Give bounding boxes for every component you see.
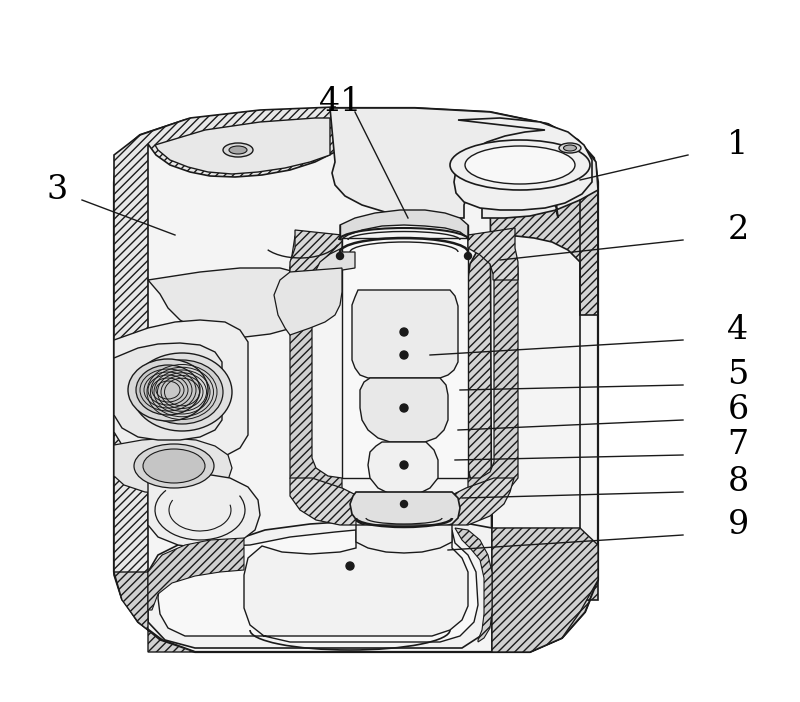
Polygon shape: [468, 120, 598, 652]
Polygon shape: [158, 530, 478, 642]
Polygon shape: [340, 210, 468, 240]
Ellipse shape: [136, 365, 200, 415]
Ellipse shape: [132, 353, 232, 431]
Text: 6: 6: [727, 394, 749, 426]
Polygon shape: [452, 478, 514, 525]
Text: 1: 1: [727, 129, 749, 161]
Ellipse shape: [134, 444, 214, 488]
Ellipse shape: [563, 145, 577, 151]
Polygon shape: [368, 442, 438, 496]
Polygon shape: [455, 528, 492, 642]
Polygon shape: [155, 118, 330, 174]
Text: 3: 3: [46, 174, 68, 206]
Polygon shape: [492, 528, 598, 652]
Polygon shape: [342, 238, 468, 478]
Polygon shape: [352, 290, 458, 378]
Polygon shape: [356, 525, 452, 553]
Circle shape: [465, 253, 471, 260]
Circle shape: [346, 562, 354, 570]
Polygon shape: [330, 108, 598, 218]
Polygon shape: [468, 235, 518, 498]
Ellipse shape: [141, 360, 223, 424]
Ellipse shape: [229, 146, 247, 154]
Text: 7: 7: [727, 429, 749, 461]
Polygon shape: [114, 107, 335, 600]
Text: 2: 2: [727, 214, 749, 246]
Polygon shape: [290, 234, 355, 272]
Ellipse shape: [143, 449, 205, 483]
Polygon shape: [114, 572, 195, 652]
Circle shape: [401, 501, 407, 508]
Text: 4: 4: [727, 314, 749, 346]
Text: 8: 8: [727, 466, 749, 498]
Polygon shape: [148, 474, 260, 548]
Polygon shape: [290, 478, 356, 525]
Polygon shape: [148, 538, 244, 610]
Polygon shape: [114, 438, 232, 494]
Ellipse shape: [465, 146, 575, 184]
Polygon shape: [274, 268, 342, 335]
Polygon shape: [148, 521, 492, 648]
Ellipse shape: [450, 140, 590, 190]
Text: 9: 9: [727, 509, 749, 541]
Polygon shape: [290, 230, 342, 280]
Circle shape: [400, 404, 408, 412]
Polygon shape: [360, 378, 448, 442]
Polygon shape: [290, 235, 342, 498]
Polygon shape: [114, 108, 598, 652]
Circle shape: [400, 351, 408, 359]
Text: 41: 41: [319, 86, 361, 118]
Ellipse shape: [559, 143, 581, 153]
Circle shape: [400, 328, 408, 336]
Polygon shape: [454, 118, 592, 210]
Circle shape: [337, 253, 343, 260]
Polygon shape: [114, 320, 248, 460]
Polygon shape: [148, 268, 314, 337]
Polygon shape: [350, 492, 460, 531]
Text: 5: 5: [727, 359, 749, 391]
Ellipse shape: [223, 143, 253, 157]
Polygon shape: [468, 228, 518, 280]
Circle shape: [400, 461, 408, 469]
Polygon shape: [114, 343, 222, 440]
Ellipse shape: [128, 359, 208, 421]
